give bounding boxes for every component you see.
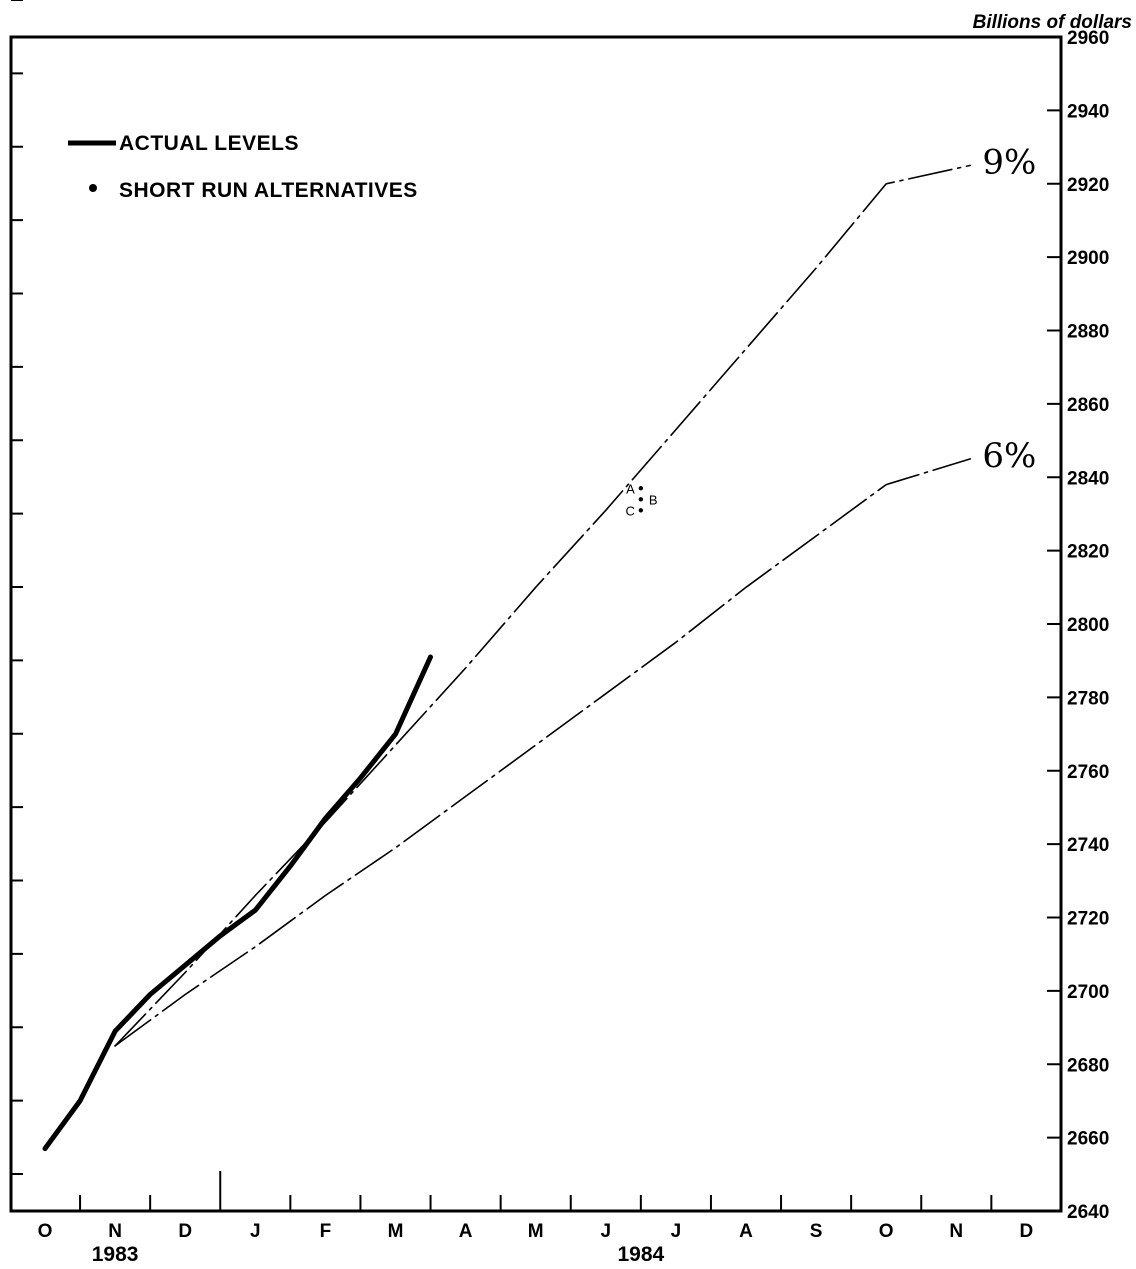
alternative-point	[638, 486, 644, 491]
y-tick-label: 2940	[1067, 101, 1109, 122]
x-tick-label: O	[879, 1221, 894, 1242]
y-tick-label: 2960	[1067, 28, 1109, 49]
y-tick-label: 2800	[1067, 615, 1109, 636]
series-path-line	[114, 458, 972, 1047]
alternative-point	[638, 497, 644, 502]
y-tick-label: 2820	[1067, 542, 1109, 563]
y-tick-label: 2720	[1067, 909, 1109, 930]
alternative-label: C	[625, 503, 634, 518]
alternative-label: A	[626, 481, 635, 496]
y-axis-ticks: 2640 2660 2680 2700 2720 2740 2760 2780 2800 2820…	[11, 0, 1109, 1223]
y-tick-label: 2680	[1067, 1055, 1109, 1076]
x-axis-ticks: O N D J F M A M J J A S O N D 1983 1984	[38, 1171, 1034, 1266]
alternative-point	[638, 508, 644, 513]
x-tick-label: M	[388, 1221, 404, 1242]
legend: ACTUAL LEVELS SHORT RUN ALTERNATIVES	[68, 132, 418, 202]
series-path-label: 9%	[982, 142, 1036, 182]
y-tick-label: 2880	[1067, 322, 1109, 343]
alternative-label: B	[649, 492, 658, 507]
y-tick-label: 2920	[1067, 175, 1109, 196]
series-layer: 9% 6% ABC	[42, 142, 1036, 1152]
plot-frame	[9, 35, 1063, 1213]
y-axis-label: Billions of dollars	[973, 12, 1132, 33]
y-tick-label: 2760	[1067, 762, 1109, 783]
y-tick-label: 2740	[1067, 835, 1109, 856]
series-path-label: 6%	[982, 436, 1036, 476]
x-tick-label: J	[250, 1221, 261, 1242]
y-tick-label: 2660	[1067, 1129, 1109, 1150]
series-actual-line	[42, 654, 433, 1152]
y-tick-label: 2640	[1067, 1202, 1109, 1223]
legend-actual-label: ACTUAL LEVELS	[119, 132, 299, 155]
y-tick-label: 2860	[1067, 395, 1109, 416]
x-tick-label: D	[1020, 1221, 1034, 1242]
x-tick-label: A	[739, 1221, 753, 1242]
x-tick-label: A	[459, 1221, 473, 1242]
y-tick-label: 2780	[1067, 688, 1109, 709]
x-tick-label: D	[178, 1221, 192, 1242]
year-label: 1983	[92, 1243, 139, 1266]
x-tick-label: N	[949, 1221, 963, 1242]
legend-alternatives-dot	[89, 184, 97, 192]
y-tick-label: 2700	[1067, 982, 1109, 1003]
y-tick-label: 2840	[1067, 468, 1109, 489]
x-tick-label: S	[810, 1221, 823, 1242]
y-tick-label: 2900	[1067, 248, 1109, 269]
x-tick-label: M	[528, 1221, 544, 1242]
year-label: 1984	[617, 1243, 664, 1266]
legend-alternatives-label: SHORT RUN ALTERNATIVES	[119, 179, 418, 202]
x-tick-label: J	[601, 1221, 612, 1242]
x-tick-label: J	[671, 1221, 682, 1242]
series-path-line	[114, 164, 972, 1047]
x-tick-label: F	[320, 1221, 332, 1242]
x-tick-label: N	[108, 1221, 122, 1242]
x-tick-label: O	[38, 1221, 53, 1242]
